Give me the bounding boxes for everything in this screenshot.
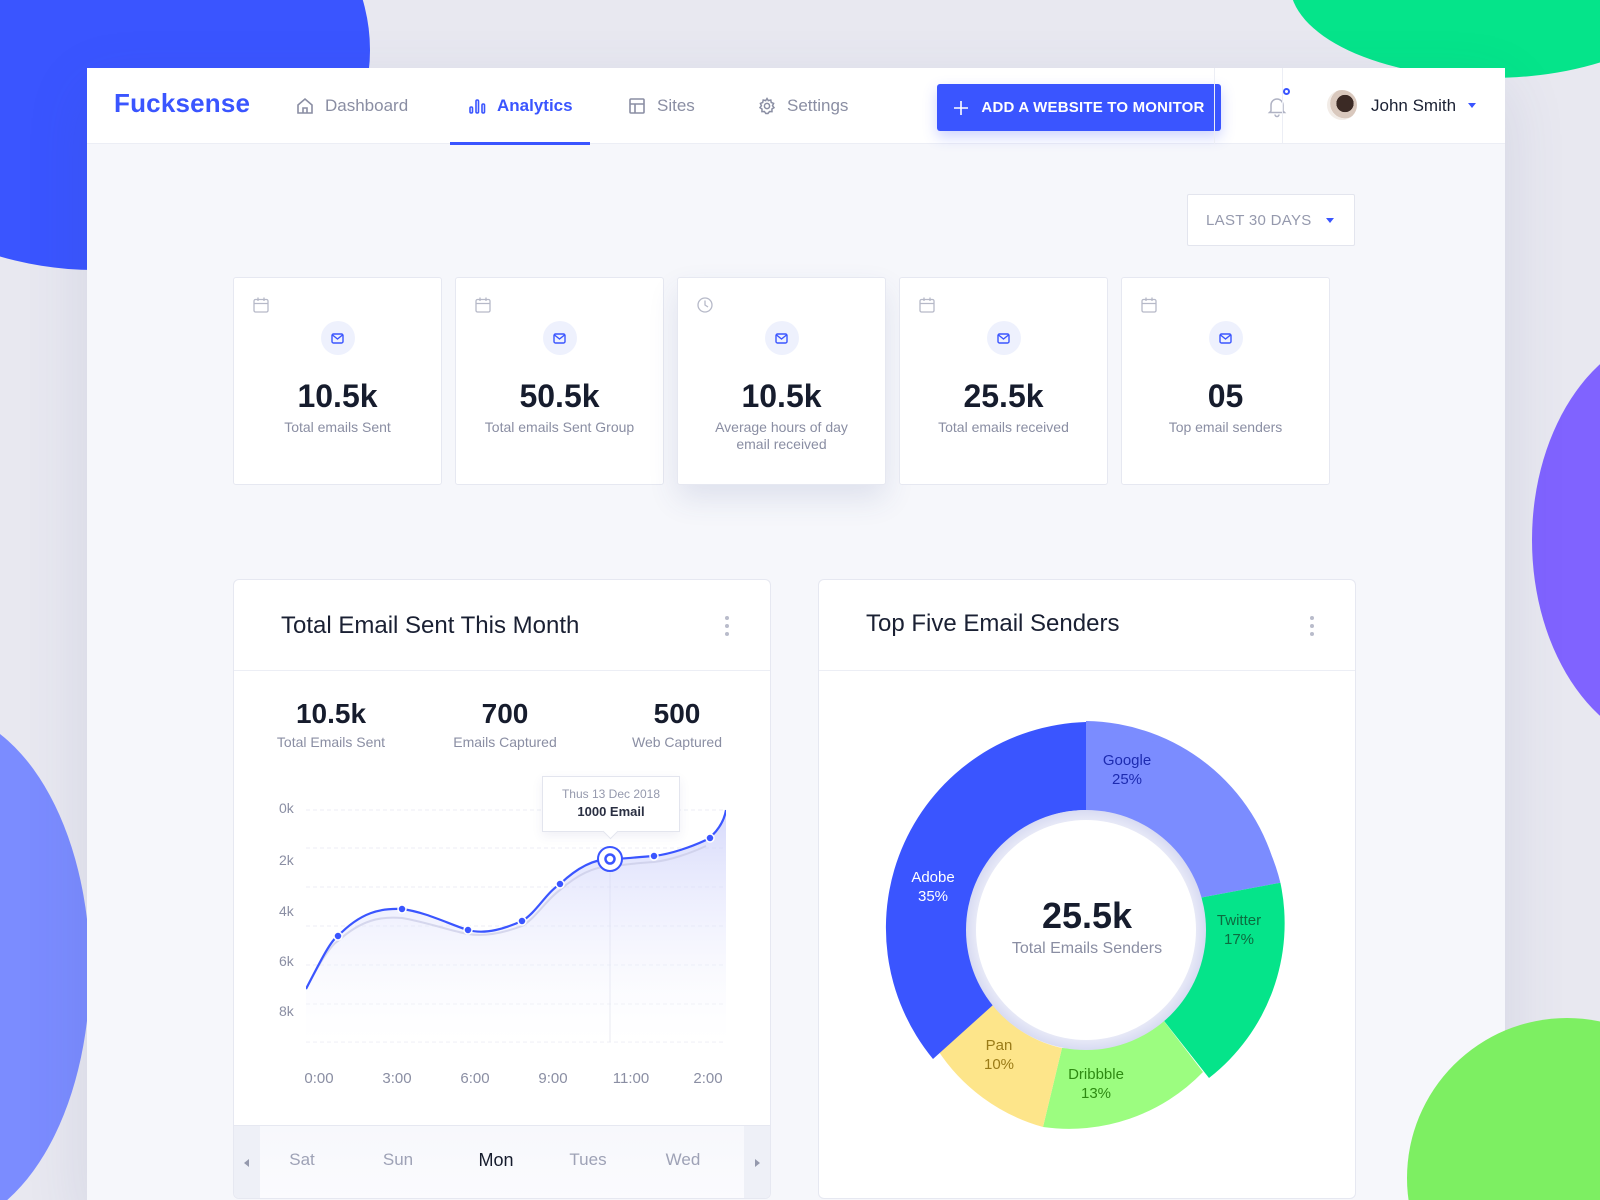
more-options-icon[interactable] [1309, 616, 1315, 636]
date-range-value: LAST 30 DAYS [1206, 211, 1312, 229]
home-icon [297, 97, 313, 114]
day-selector: Sat Sun Mon Tues Wed [234, 1125, 770, 1198]
clock-icon [697, 297, 713, 313]
y-tick: 4k [279, 903, 294, 919]
divider [1282, 68, 1283, 144]
avatar[interactable] [1327, 90, 1357, 120]
x-tick: 11:00 [612, 1070, 650, 1087]
y-tick: 6k [279, 953, 294, 969]
panel-title: Total Email Sent This Month [281, 612, 580, 639]
add-website-label: ADD A WEBSITE TO MONITOR [981, 99, 1205, 116]
stat-card-received[interactable]: 25.5k Total emails received [899, 277, 1108, 485]
segment-label-dribbble: Dribbble 13% [1068, 1066, 1124, 1102]
stat-card-avg-hours[interactable]: 10.5k Average hours of day email receive… [677, 277, 886, 485]
mail-icon [320, 321, 355, 355]
summary-web-captured: 500 Web Captured [631, 698, 722, 750]
calendar-icon [253, 297, 269, 313]
top-senders-panel: Top Five Email Senders [818, 579, 1356, 1199]
x-tick: 2:00 [693, 1070, 723, 1087]
layout-icon [629, 98, 645, 114]
mail-icon [1208, 321, 1243, 355]
nav-settings[interactable]: Settings [757, 68, 848, 144]
donut-center-value: 25.5k [1041, 895, 1133, 936]
plus-icon [954, 100, 969, 115]
donut-chart [885, 721, 1285, 1129]
y-tick: 8k [279, 1003, 294, 1019]
divider [1214, 68, 1215, 144]
add-website-button[interactable]: ADD A WEBSITE TO MONITOR [937, 84, 1221, 131]
stat-value: 10.5k [741, 378, 822, 414]
calendar-icon [475, 297, 491, 313]
segment-label-adobe: Adobe 35% [911, 869, 955, 905]
summary-emails-captured: 700 Emails Captured [453, 698, 557, 750]
date-range-dropdown[interactable]: LAST 30 DAYS [1187, 194, 1355, 246]
mail-icon [764, 321, 799, 355]
tooltip-date: Thus 13 Dec 2018 [561, 787, 661, 801]
x-tick: 0:00 [304, 1070, 334, 1087]
stat-card-top-senders[interactable]: 05 Top email senders [1121, 277, 1330, 485]
day-tab-sun[interactable]: Sun [382, 1150, 414, 1169]
panel-header: Total Email Sent This Month [234, 580, 770, 671]
stat-value: 25.5k [963, 378, 1044, 414]
y-tick: 0k [279, 800, 294, 816]
top-navbar: Fucksense Dashboard Analytics Sites Sett… [87, 68, 1505, 145]
tooltip-value: 1000 Email [577, 804, 645, 819]
mail-icon [986, 321, 1021, 355]
day-tab-sat[interactable]: Sat [289, 1150, 315, 1169]
stat-card-total-sent[interactable]: 10.5k Total emails Sent [233, 277, 442, 485]
stat-label: Average hours of day email received [715, 419, 848, 452]
chevron-down-icon [1325, 217, 1334, 223]
stat-label: Total emails Sent Group [484, 419, 635, 435]
stat-card-sent-group[interactable]: 50.5k Total emails Sent Group [455, 277, 664, 485]
x-tick: 3:00 [382, 1070, 412, 1087]
nav-label: Analytics [497, 96, 573, 115]
bell-icon[interactable] [1265, 94, 1289, 118]
segment-label-pan: Pan 10% [983, 1037, 1015, 1073]
summary-total-sent: 10.5k Total Emails Sent [276, 698, 386, 750]
chevron-left-icon[interactable] [244, 1159, 249, 1167]
decorative-blob-purple [1532, 330, 1600, 750]
stat-value: 10.5k [297, 378, 378, 414]
more-options-icon[interactable] [724, 616, 730, 636]
calendar-icon [919, 297, 935, 313]
chart-tooltip: Thus 13 Dec 2018 1000 Email [542, 776, 680, 832]
decorative-blob-periwinkle [0, 710, 90, 1200]
nav-label: Settings [787, 96, 849, 115]
nav-label: Sites [657, 96, 695, 115]
calendar-icon [1141, 297, 1157, 313]
nav-sites[interactable]: Sites [627, 68, 695, 144]
stat-label: Top email senders [1168, 419, 1283, 435]
day-tab-wed[interactable]: Wed [665, 1150, 701, 1169]
segment-label-google: Google 25% [1102, 752, 1152, 788]
mail-icon [542, 321, 577, 355]
stat-value: 05 [1207, 378, 1244, 414]
email-sent-panel: Total Email Sent This Month 10.5k Total … [233, 579, 771, 1199]
nav-analytics[interactable]: Analytics [450, 68, 590, 145]
gear-icon [758, 97, 776, 115]
decorative-blob-green [1290, 0, 1600, 78]
panel-title: Top Five Email Senders [866, 610, 1120, 637]
user-name[interactable]: John Smith [1371, 96, 1457, 115]
segment-label-twitter: Twitter 17% [1216, 912, 1262, 948]
stat-value: 50.5k [519, 378, 600, 414]
notification-dot [1283, 88, 1290, 95]
x-tick: 9:00 [538, 1070, 568, 1087]
line-chart [306, 809, 726, 1043]
chevron-right-icon[interactable] [755, 1159, 760, 1167]
stat-label: Total emails received [938, 419, 1069, 435]
stat-label: Total emails Sent [284, 419, 391, 435]
brand-logo[interactable]: Fucksense [114, 88, 251, 118]
y-tick: 2k [279, 852, 294, 868]
app-window: Fucksense Dashboard Analytics Sites Sett… [87, 68, 1505, 1200]
chevron-down-icon[interactable] [1468, 103, 1476, 108]
nav-label: Dashboard [325, 96, 409, 115]
bar-chart-icon [469, 99, 486, 114]
day-tab-mon[interactable]: Mon [478, 1150, 514, 1170]
donut-center-label: Total Emails Senders [1011, 940, 1163, 957]
x-tick: 6:00 [460, 1070, 490, 1087]
nav-dashboard[interactable]: Dashboard [295, 68, 408, 144]
panel-header: Top Five Email Senders [819, 580, 1355, 671]
day-tab-tues[interactable]: Tues [569, 1150, 607, 1169]
